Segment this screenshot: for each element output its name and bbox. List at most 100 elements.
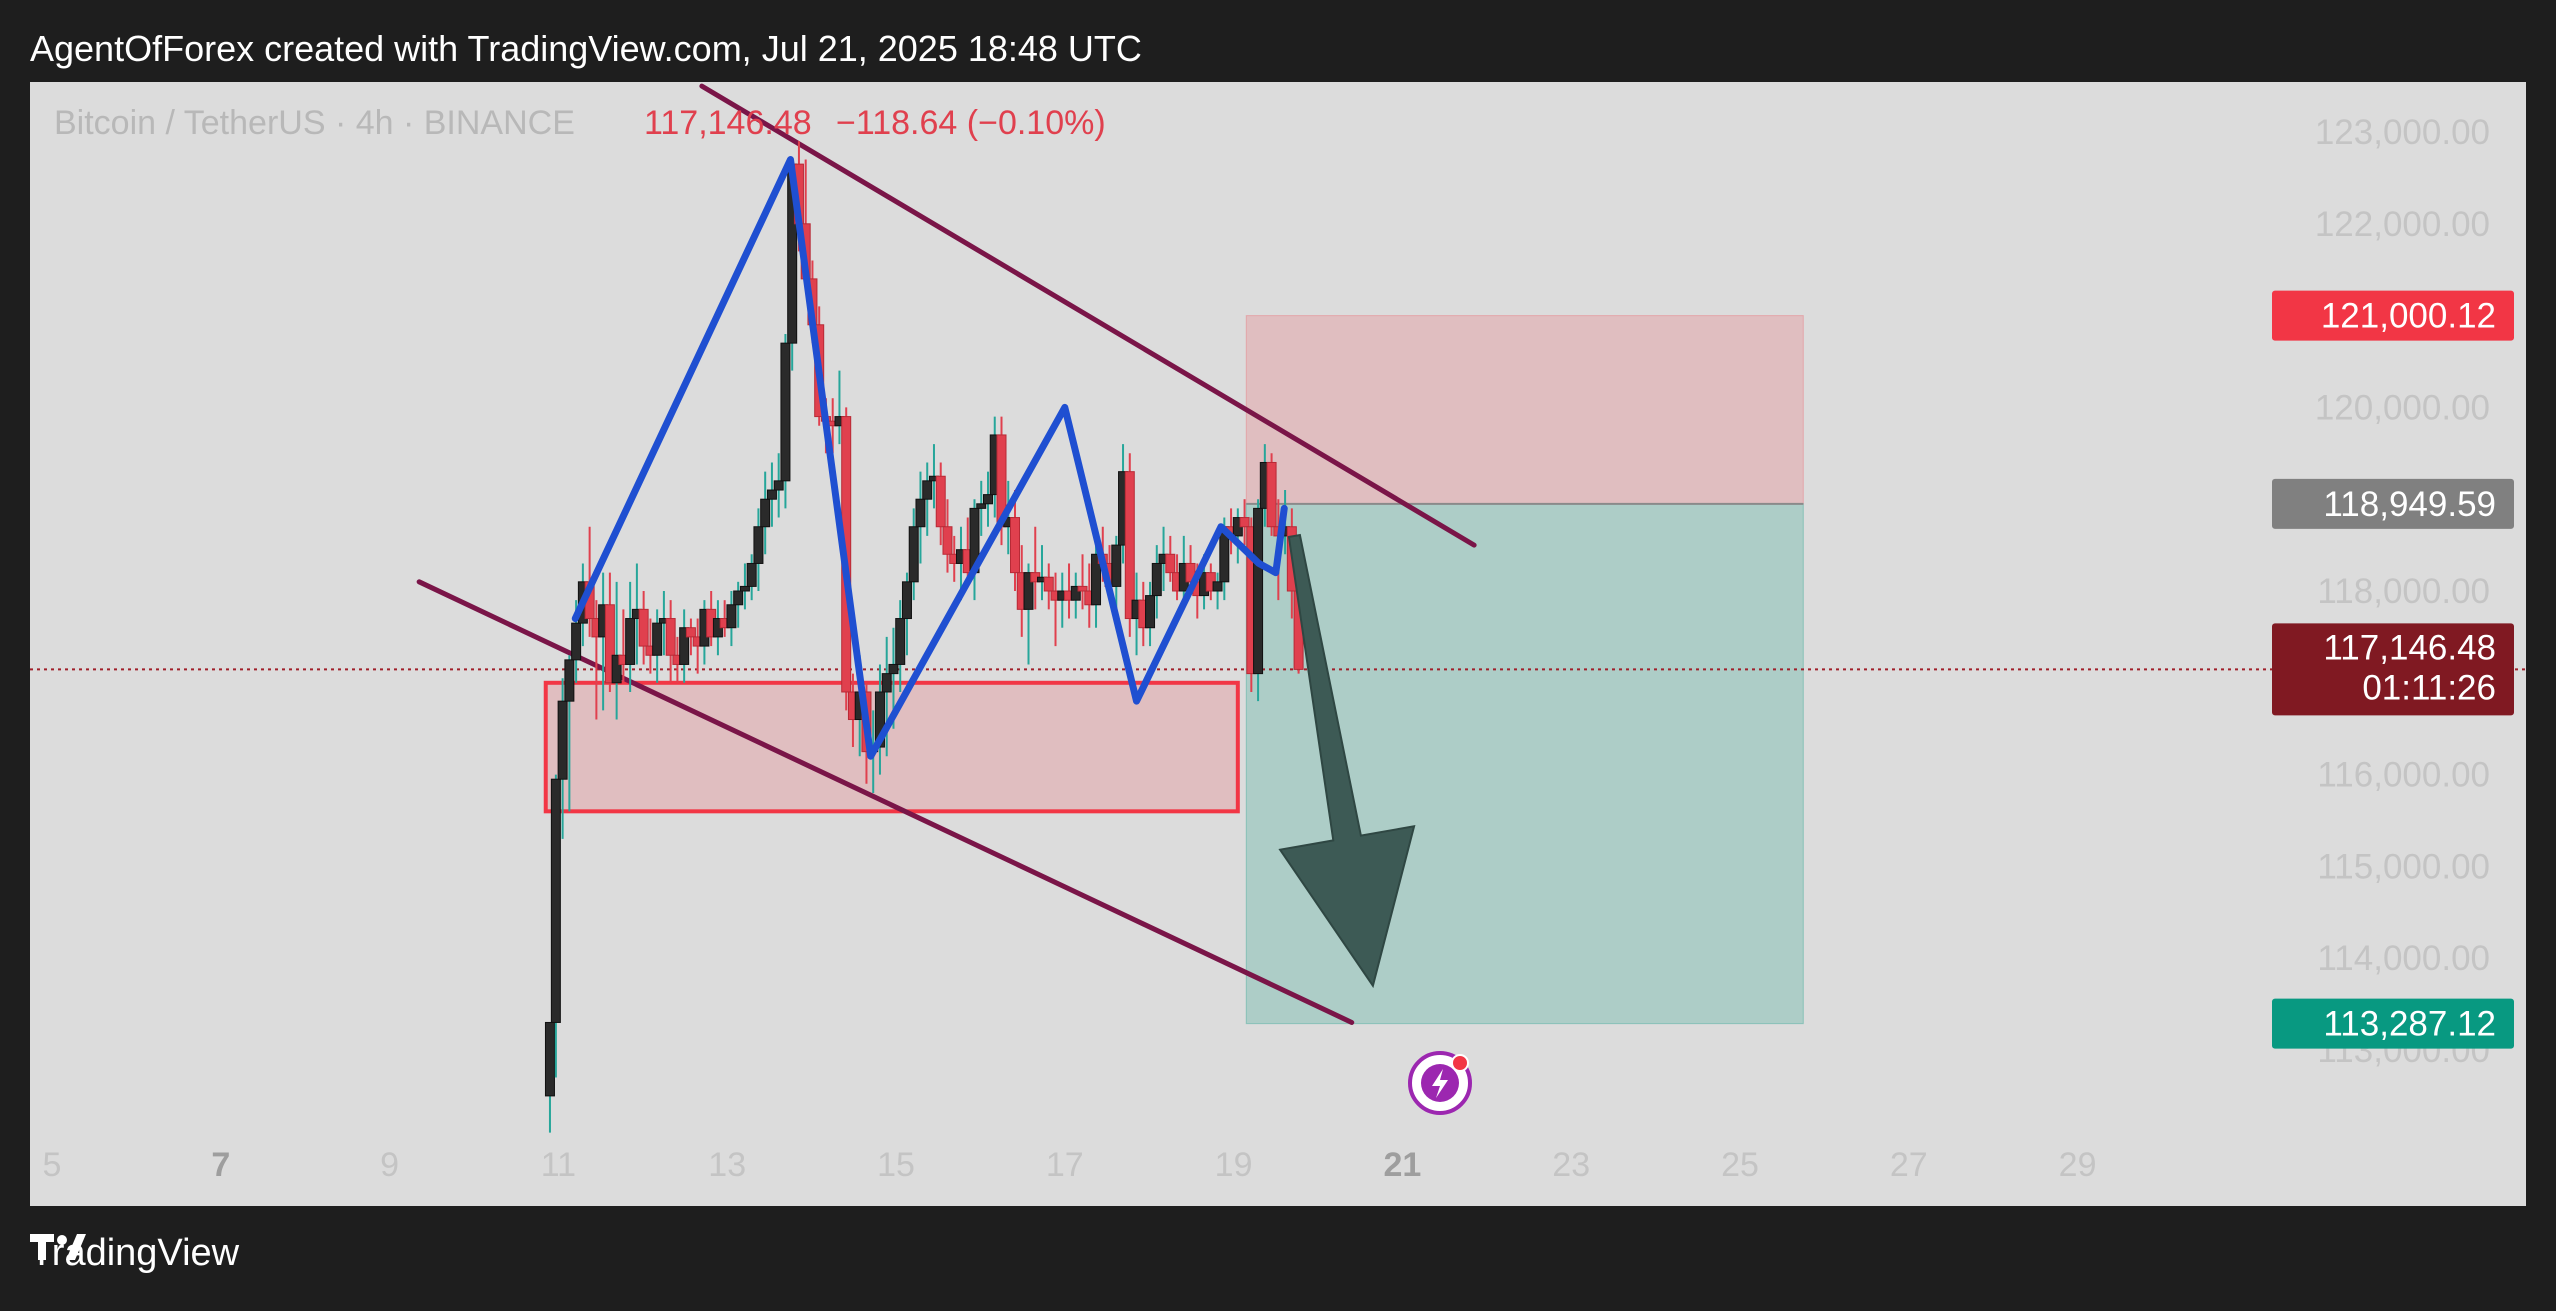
candle-body (780, 342, 791, 482)
candle-99 (1212, 572, 1223, 610)
candle-9 (604, 572, 615, 692)
candle-32 (760, 471, 771, 555)
y-axis-tick: 118,000.00 (2317, 572, 2490, 611)
candle-body (557, 700, 568, 780)
candle-53 (901, 572, 912, 656)
candle-58 (935, 462, 946, 546)
chart-header-caption: AgentOfForex created with TradingView.co… (30, 28, 1142, 69)
x-axis-tick: 25 (1721, 1146, 1759, 1184)
candle-body (1212, 581, 1223, 592)
candle-body (1070, 585, 1081, 601)
lightning-icon (1432, 1069, 1448, 1098)
candle-34 (773, 453, 784, 518)
x-axis-tick: 5 (43, 1146, 62, 1184)
candle-body (544, 1021, 555, 1097)
candle-body (564, 659, 575, 702)
candle-body (874, 691, 885, 748)
candle-body (1010, 517, 1021, 574)
candle-body (760, 498, 771, 528)
candle-body (746, 562, 757, 587)
candle-body (571, 622, 582, 661)
candle-63 (969, 499, 980, 601)
candle-14 (638, 591, 649, 665)
symbol-title: Bitcoin / TetherUS · 4h · BINANCE (54, 104, 575, 142)
last-price-text: 117,146.48 (644, 104, 812, 142)
x-axis-tick: 23 (1552, 1146, 1590, 1184)
candle-body (1151, 562, 1162, 597)
candle-body (753, 526, 764, 564)
x-axis-tick: 19 (1215, 1146, 1253, 1184)
stop-price-label: 121,000.12 (2272, 290, 2514, 341)
candle-body (976, 503, 987, 509)
stop-loss-zone (1245, 315, 1804, 505)
current-price-label-price: 117,146.48 (2323, 628, 2496, 667)
candle-1 (550, 774, 561, 1078)
candle-35 (780, 333, 791, 509)
candle-27 (726, 591, 737, 647)
candles-layer (544, 141, 1304, 1133)
candle-49 (874, 664, 885, 775)
candle-body (1124, 471, 1135, 620)
x-axis-tick: 9 (380, 1146, 399, 1184)
candle-29 (739, 563, 750, 610)
candle-body (915, 498, 926, 528)
candle-body (908, 526, 919, 583)
entry-price-label-price: 118,949.59 (2323, 485, 2496, 524)
candle-body (652, 622, 663, 656)
candle-body (733, 590, 744, 606)
candle-body (665, 618, 676, 656)
candle-54 (908, 508, 919, 601)
demand-zone (543, 680, 1240, 814)
target-price-label: 113,287.12 (2272, 998, 2514, 1049)
y-axis-tick: 115,000.00 (2317, 847, 2490, 886)
entry-price-label: 118,949.59 (2272, 478, 2514, 529)
candle-body (1239, 517, 1250, 528)
candle-body (604, 604, 615, 684)
candlestick-chart[interactable]: 123,000.00 122,000.00 120,000.00 118,000.00… (30, 82, 2526, 1206)
stop-price-label-bg (2272, 290, 2514, 341)
candle-0 (544, 1021, 555, 1133)
candle-body (773, 480, 784, 491)
candle-body (766, 489, 777, 500)
x-axis-tick: 21 (1383, 1146, 1421, 1184)
alert-flash-icon[interactable] (1408, 1051, 1472, 1115)
candle-18 (665, 600, 676, 683)
candle-69 (1010, 490, 1021, 591)
candle-90 (1151, 545, 1162, 619)
x-axis-tick: 11 (541, 1146, 576, 1184)
notification-dot (1451, 1054, 1469, 1072)
tradingview-logo-icon (30, 1234, 86, 1260)
candle-body (922, 480, 933, 500)
candle-56 (922, 462, 933, 536)
candle-86 (1124, 453, 1135, 637)
candle-body (685, 627, 696, 638)
candle-30 (746, 554, 757, 601)
candle-body (881, 673, 892, 693)
candle-body (611, 654, 622, 684)
candle-2 (557, 678, 568, 839)
candle-65 (982, 471, 993, 527)
candle-body (1091, 553, 1102, 606)
candle-10 (611, 581, 622, 720)
candle-50 (881, 636, 892, 757)
y-axis-tick: 123,000.00 (2315, 113, 2490, 152)
candle-body (935, 475, 946, 528)
candle-body (1145, 595, 1156, 629)
candle-body (1023, 572, 1034, 610)
title-layer: Bitcoin / TetherUS · 4h · BINANCE 117,14… (54, 104, 1106, 142)
candle-81 (1091, 545, 1102, 628)
x-axis-tick: 7 (211, 1146, 230, 1184)
candle-52 (895, 600, 906, 692)
candle-59 (942, 499, 953, 573)
chart-panel[interactable]: 123,000.00 122,000.00 120,000.00 118,000.00… (30, 82, 2526, 1206)
candle-body (726, 604, 737, 629)
candle-body (1077, 585, 1088, 592)
footer: TradingView (30, 1232, 239, 1275)
candle-body (679, 627, 690, 665)
candle-55 (915, 471, 926, 564)
candle-body (1165, 553, 1176, 574)
candle-12 (625, 581, 636, 692)
candle-body (942, 526, 953, 555)
overlay-layer (571, 156, 1472, 1115)
